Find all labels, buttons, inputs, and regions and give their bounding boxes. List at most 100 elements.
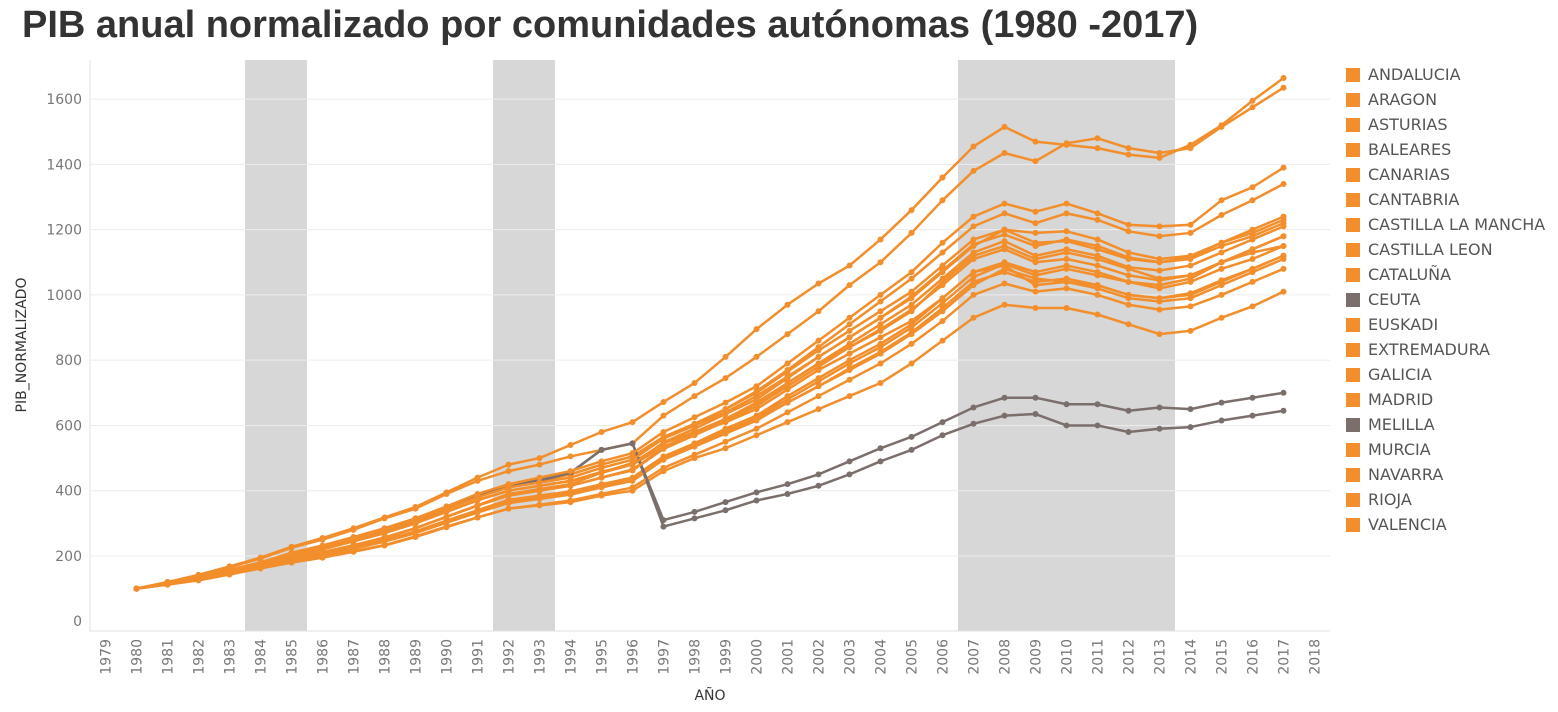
- data-point: [722, 418, 729, 425]
- data-point: [722, 499, 729, 506]
- data-point: [598, 484, 605, 491]
- data-point: [629, 461, 636, 468]
- data-point: [1125, 254, 1132, 261]
- legend-swatch: [1346, 142, 1360, 157]
- data-point: [1249, 246, 1256, 253]
- data-point: [567, 453, 574, 460]
- data-point: [970, 241, 977, 248]
- data-point: [753, 383, 760, 390]
- legend-label: ARAGON: [1368, 90, 1438, 109]
- data-point: [474, 502, 481, 509]
- data-point: [691, 380, 698, 387]
- data-point: [1032, 272, 1039, 279]
- legend-item: GALICIA: [1346, 362, 1556, 387]
- x-tick-label: 1992: [502, 639, 518, 675]
- data-point: [474, 490, 481, 497]
- data-point: [536, 461, 543, 468]
- data-point: [691, 393, 698, 400]
- x-tick-label: 1982: [192, 639, 208, 675]
- data-point: [412, 515, 419, 522]
- data-point: [1125, 428, 1132, 435]
- legend-item: MURCIA: [1346, 437, 1556, 462]
- data-point: [877, 236, 884, 243]
- data-point: [908, 329, 915, 336]
- legend-swatch: [1346, 492, 1360, 507]
- legend-label: NAVARRA: [1368, 465, 1444, 484]
- legend-swatch: [1346, 292, 1360, 307]
- data-point: [1218, 399, 1225, 406]
- data-point: [877, 458, 884, 465]
- data-point: [846, 365, 853, 372]
- legend-label: CANTABRIA: [1368, 190, 1460, 209]
- data-point: [598, 458, 605, 465]
- x-tick-label: 1999: [719, 639, 735, 675]
- data-point: [815, 337, 822, 344]
- legend-label: ANDALUCIA: [1368, 65, 1461, 84]
- series-line: [136, 235, 1284, 590]
- data-point: [970, 404, 977, 411]
- legend-item: CEUTA: [1346, 287, 1556, 312]
- data-point: [226, 566, 233, 573]
- data-point: [1063, 422, 1070, 429]
- data-point: [784, 383, 791, 390]
- data-point: [877, 445, 884, 452]
- data-point: [443, 519, 450, 526]
- x-tick-label: 1981: [161, 639, 177, 675]
- data-point: [536, 487, 543, 494]
- data-point: [939, 249, 946, 256]
- y-tick-label: 1600: [46, 92, 82, 108]
- data-point: [908, 269, 915, 276]
- data-point: [1249, 265, 1256, 272]
- data-point: [908, 229, 915, 236]
- data-point: [1125, 321, 1132, 328]
- series-line: [136, 267, 1284, 590]
- y-tick-label: 0: [73, 614, 82, 630]
- data-point: [443, 524, 450, 531]
- data-point: [1156, 425, 1163, 432]
- data-point: [939, 295, 946, 302]
- data-point: [722, 406, 729, 413]
- legend-label: CEUTA: [1368, 290, 1421, 309]
- data-point: [784, 360, 791, 367]
- data-point: [660, 439, 667, 446]
- data-point: [1032, 242, 1039, 249]
- data-point: [846, 458, 853, 465]
- x-tick-label: 2010: [1060, 639, 1076, 675]
- data-point: [1001, 231, 1008, 238]
- data-point: [753, 396, 760, 403]
- data-point: [567, 491, 574, 498]
- data-point: [1156, 259, 1163, 266]
- data-point: [164, 579, 171, 586]
- data-point: [1249, 197, 1256, 204]
- data-point: [474, 509, 481, 516]
- data-point: [1094, 145, 1101, 152]
- data-point: [877, 314, 884, 321]
- data-point: [815, 482, 822, 489]
- data-point: [846, 344, 853, 351]
- x-tick-labels: 1979 1980 1981 1982 1983 1984 1985 1986 1987 1988…: [99, 639, 1324, 675]
- data-point: [443, 503, 450, 510]
- data-point: [1032, 278, 1039, 285]
- legend-item: CATALUÑA: [1346, 262, 1556, 287]
- data-point: [691, 425, 698, 432]
- data-point: [908, 433, 915, 440]
- data-point: [970, 167, 977, 174]
- data-point: [691, 443, 698, 450]
- legend-item: CANTABRIA: [1346, 187, 1556, 212]
- data-point: [536, 455, 543, 462]
- data-point: [1187, 424, 1194, 431]
- data-point: [1218, 417, 1225, 424]
- legend-swatch: [1346, 517, 1360, 532]
- data-point: [1063, 140, 1070, 147]
- data-point: [1249, 184, 1256, 191]
- data-point: [1218, 197, 1225, 204]
- legend-item: CANARIAS: [1346, 162, 1556, 187]
- x-tick-label: 1990: [440, 639, 456, 675]
- legend-label: CASTILLA LA MANCHA: [1368, 215, 1546, 234]
- data-point: [1249, 226, 1256, 233]
- data-point: [1001, 269, 1008, 276]
- data-point: [753, 388, 760, 395]
- data-point: [1001, 412, 1008, 419]
- data-point: [939, 275, 946, 282]
- data-point: [877, 308, 884, 315]
